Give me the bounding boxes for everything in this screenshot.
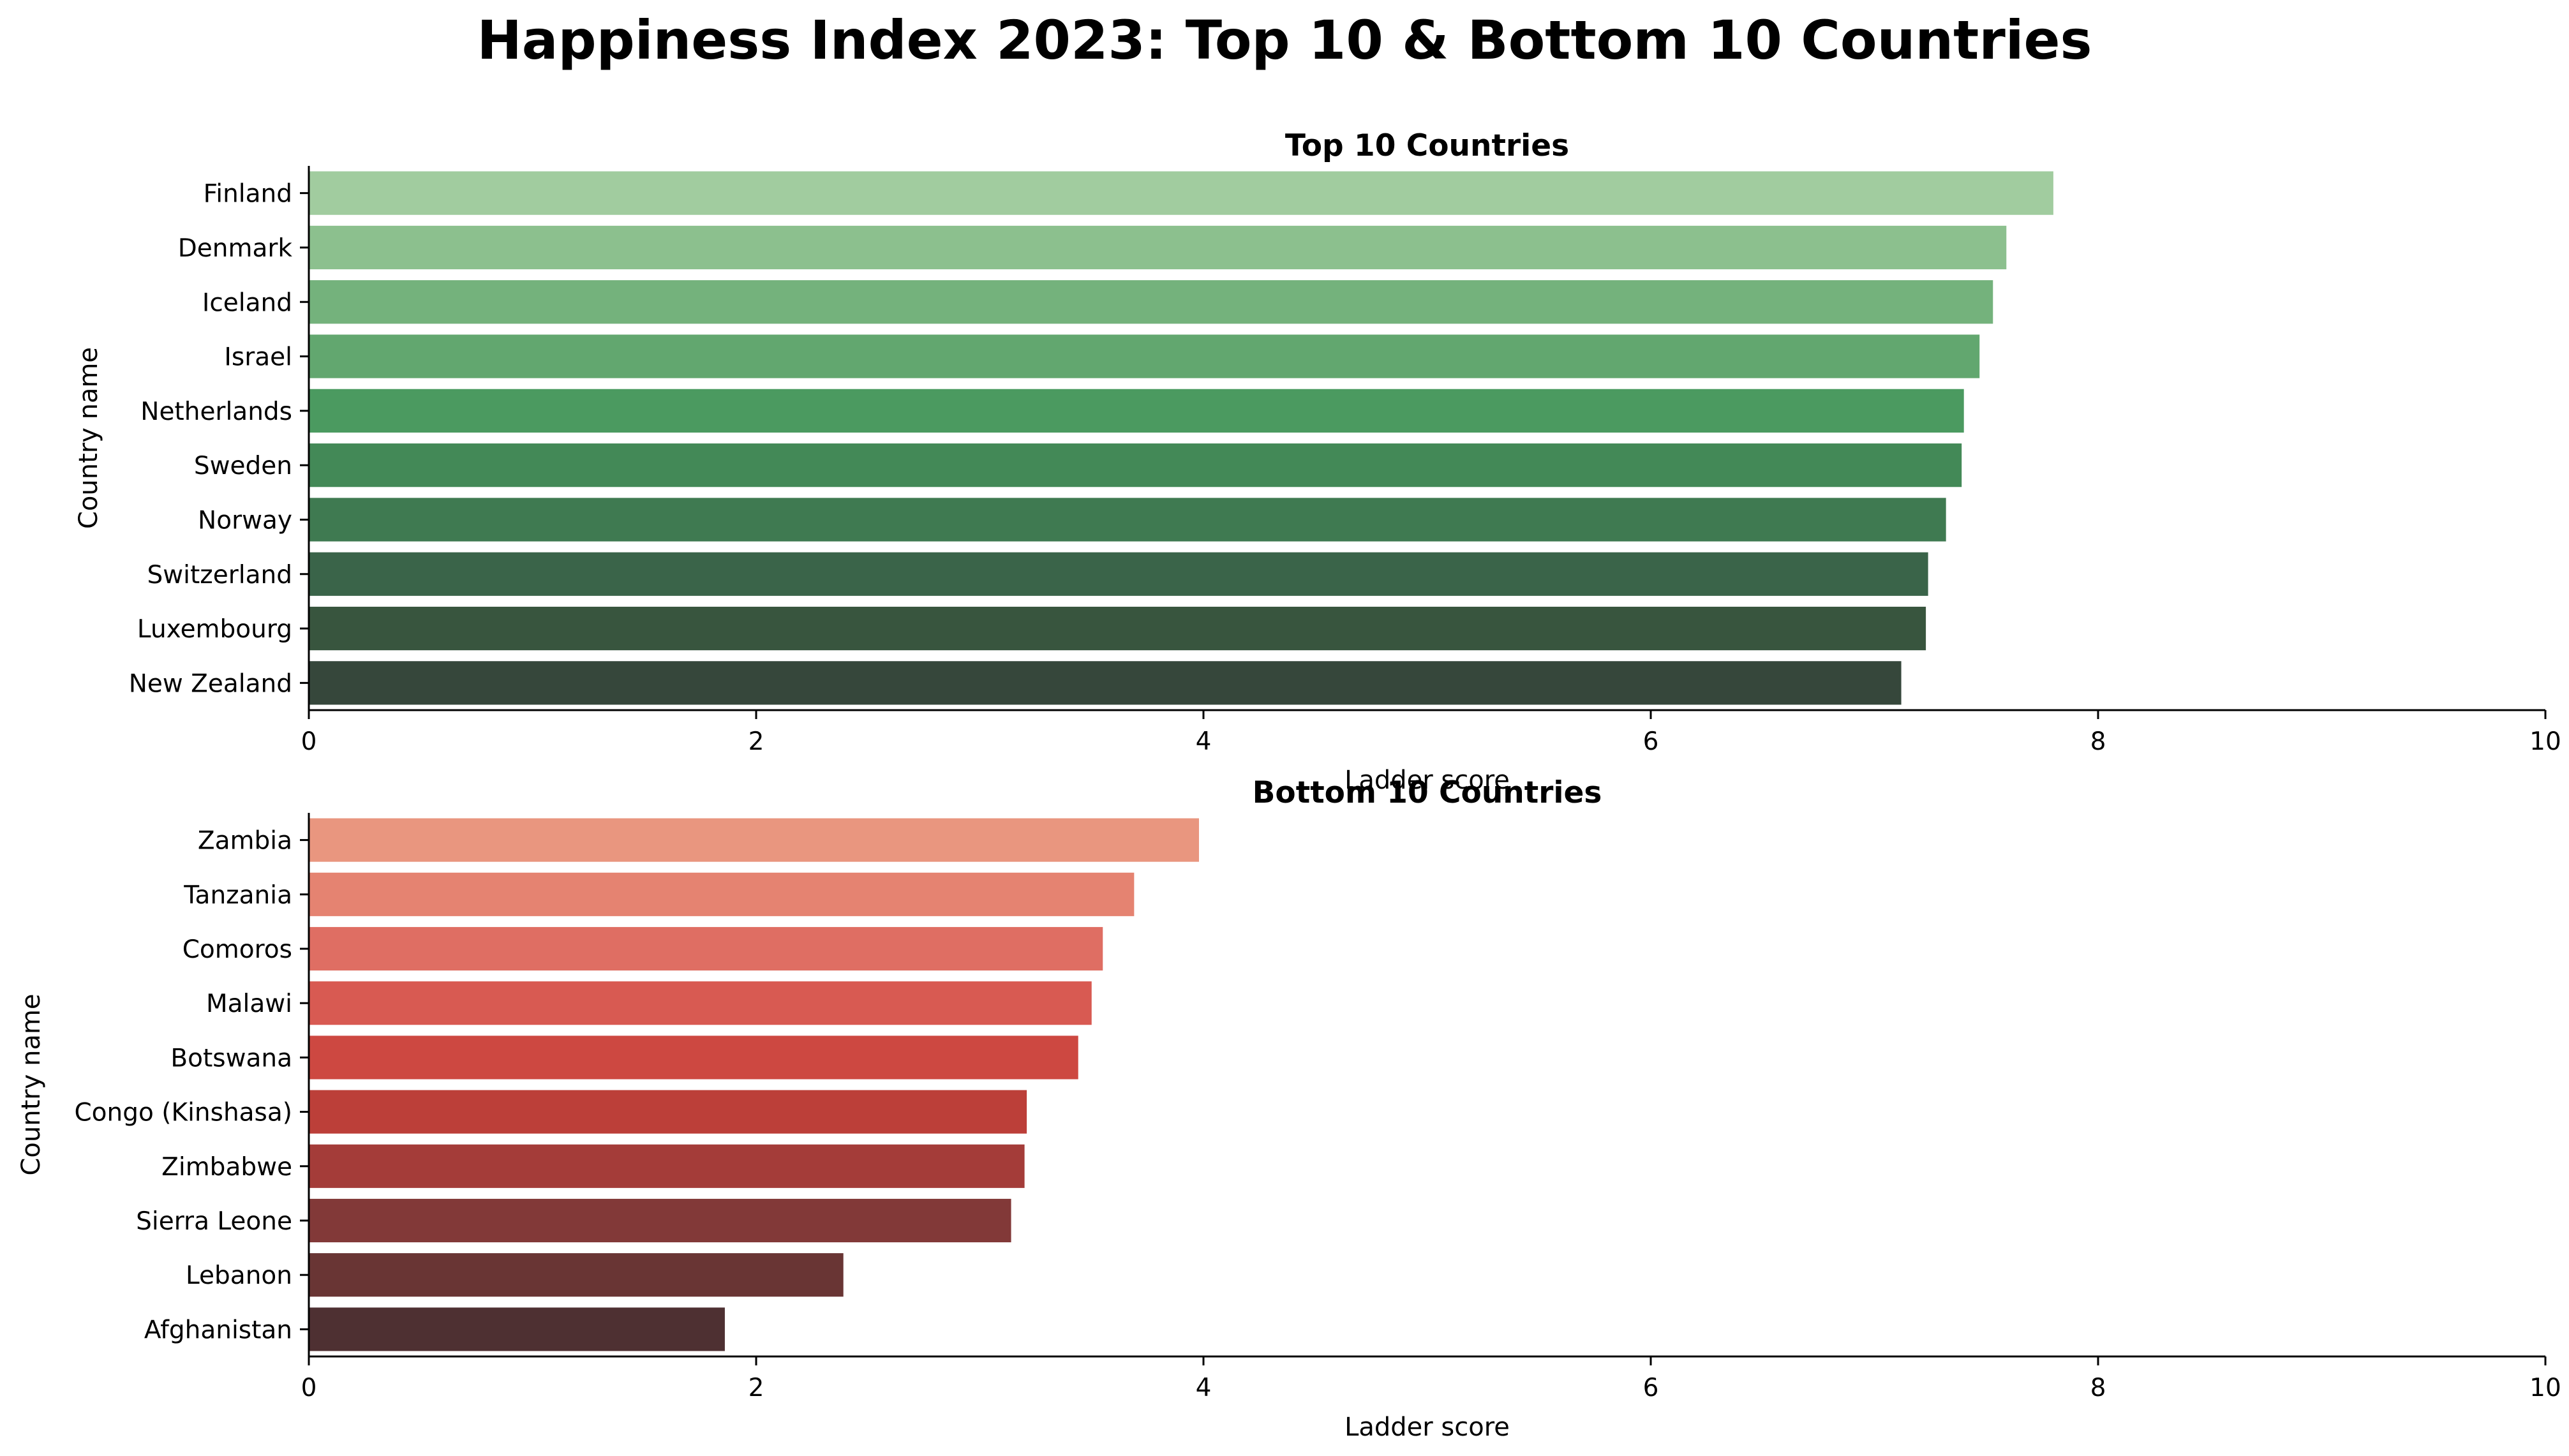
y-axis-label: Country name xyxy=(74,347,103,529)
y-tick-label: Zimbabwe xyxy=(161,1153,292,1182)
bar xyxy=(309,872,1135,916)
y-tick-label: New Zealand xyxy=(129,669,292,698)
bar xyxy=(309,1307,725,1351)
figure-title: Happiness Index 2023: Top 10 & Bottom 10… xyxy=(477,9,2092,71)
y-tick-label: Sierra Leone xyxy=(136,1207,292,1236)
y-tick-label: Luxembourg xyxy=(137,615,292,644)
x-tick-label: 6 xyxy=(1643,1374,1659,1402)
y-tick-label: Netherlands xyxy=(140,397,292,426)
y-tick-label: Tanzania xyxy=(183,881,292,910)
bar xyxy=(309,606,1926,651)
y-tick-label: Finland xyxy=(204,180,292,209)
y-tick-label: Congo (Kinshasa) xyxy=(74,1099,292,1127)
y-tick-label: Botswana xyxy=(170,1044,292,1073)
bar xyxy=(309,280,1993,324)
y-tick-label: Denmark xyxy=(178,234,293,263)
bar xyxy=(309,334,1980,378)
y-tick-label: Norway xyxy=(198,506,292,535)
subplot-1: Top 10 Countries Finland Denmark Iceland Isr… xyxy=(74,128,2561,795)
subplot-title: Bottom 10 Countries xyxy=(1253,775,1602,810)
bar xyxy=(309,225,2007,270)
x-tick-label: 0 xyxy=(301,1374,317,1402)
subplot-2: Bottom 10 Countries Zambia Tanzania Comoros… xyxy=(17,775,2561,1442)
x-tick-label: 4 xyxy=(1196,1374,1212,1402)
bar xyxy=(309,926,1103,971)
y-tick-label: Afghanistan xyxy=(144,1316,292,1344)
bar xyxy=(309,171,2053,215)
x-tick-label: 2 xyxy=(748,1374,764,1402)
x-tick-label: 8 xyxy=(2090,727,2106,756)
y-tick-label: Switzerland xyxy=(147,561,293,590)
bar xyxy=(309,443,1962,487)
x-axis-label: Ladder score xyxy=(1344,766,1510,795)
bar xyxy=(309,498,1946,542)
bar xyxy=(309,1144,1025,1188)
x-axis-label: Ladder score xyxy=(1344,1413,1510,1442)
bar xyxy=(309,1253,844,1297)
x-tick-label: 10 xyxy=(2529,1374,2561,1402)
x-tick-label: 10 xyxy=(2529,727,2561,756)
x-tick-label: 8 xyxy=(2090,1374,2106,1402)
bar xyxy=(309,1036,1078,1080)
bar xyxy=(309,552,1928,596)
y-tick-label: Malawi xyxy=(206,990,292,1018)
bar xyxy=(309,661,1902,705)
y-tick-label: Lebanon xyxy=(186,1261,292,1290)
bar xyxy=(309,1198,1011,1243)
y-tick-label: Israel xyxy=(224,343,292,372)
y-tick-label: Zambia xyxy=(198,827,292,856)
x-tick-label: 0 xyxy=(301,727,317,756)
bar xyxy=(309,1090,1027,1134)
y-tick-label: Comoros xyxy=(182,935,292,964)
bar xyxy=(309,389,1964,433)
subplot-title: Top 10 Countries xyxy=(1285,128,1569,163)
x-tick-label: 4 xyxy=(1196,727,1212,756)
y-axis-label: Country name xyxy=(17,993,46,1175)
x-tick-label: 2 xyxy=(748,727,764,756)
y-tick-label: Sweden xyxy=(194,452,292,480)
bar xyxy=(309,818,1199,862)
x-tick-label: 6 xyxy=(1643,727,1659,756)
y-tick-label: Iceland xyxy=(202,288,292,317)
bar xyxy=(309,981,1092,1025)
